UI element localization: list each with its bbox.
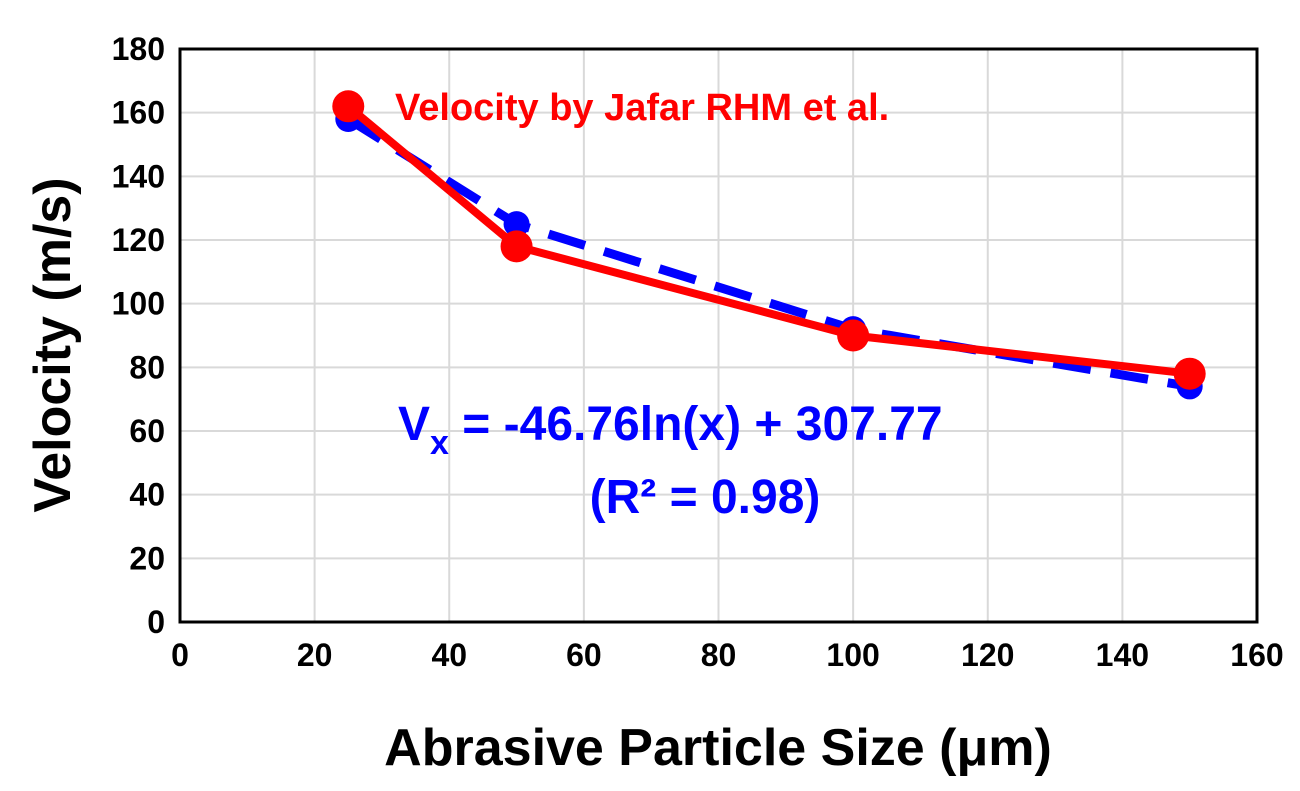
measured-series-line [345, 103, 1191, 378]
fit-data-point [503, 211, 530, 238]
y-tick-label: 180 [112, 31, 165, 67]
x-tick-label: 60 [566, 637, 602, 673]
r-squared-label: (R² = 0.98) [590, 471, 821, 524]
equation-rhs: = -46.76ln(x) + 307.77 [449, 398, 943, 451]
equation-lhs: V [398, 398, 430, 451]
plot-area-frame [178, 47, 1259, 624]
x-tick-label: 100 [826, 637, 879, 673]
x-tick-label: 0 [171, 637, 189, 673]
y-tick-label: 0 [147, 604, 165, 640]
measured-data-point [332, 90, 365, 123]
x-axis-tick-labels: 0 20 40 60 80 100 120 140 160 [171, 637, 1284, 673]
y-tick-label: 120 [112, 222, 165, 258]
x-tick-label: 20 [297, 637, 333, 673]
y-tick-label: 140 [112, 158, 165, 194]
x-tick-label: 80 [701, 637, 737, 673]
equation-subscript: x [430, 424, 449, 462]
y-tick-label: 100 [112, 286, 165, 322]
trendline-equation: Vx = -46.76ln(x) + 307.77 [398, 398, 943, 462]
x-axis-title: Abrasive Particle Size (μm) [384, 719, 1052, 777]
x-tick-label: 160 [1230, 637, 1283, 673]
measured-data-point [1173, 357, 1206, 390]
legend-label: Velocity by Jafar RHM et al. [395, 87, 889, 129]
y-tick-label: 40 [129, 477, 165, 513]
y-axis-tick-labels: 0 20 40 60 80 100 120 140 160 180 [112, 31, 165, 640]
x-tick-label: 120 [961, 637, 1014, 673]
y-tick-label: 80 [129, 349, 165, 385]
y-tick-label: 160 [112, 95, 165, 131]
measured-data-point [500, 230, 533, 263]
y-axis-title: Velocity (m/s) [24, 177, 82, 512]
y-tick-label: 20 [129, 540, 165, 576]
series-layer [332, 90, 1206, 400]
grid-lines [179, 48, 1258, 623]
fit-series-line [345, 115, 1191, 391]
x-tick-label: 40 [431, 637, 467, 673]
measured-data-point [837, 319, 870, 352]
x-tick-label: 140 [1096, 637, 1149, 673]
y-tick-label: 60 [129, 413, 165, 449]
